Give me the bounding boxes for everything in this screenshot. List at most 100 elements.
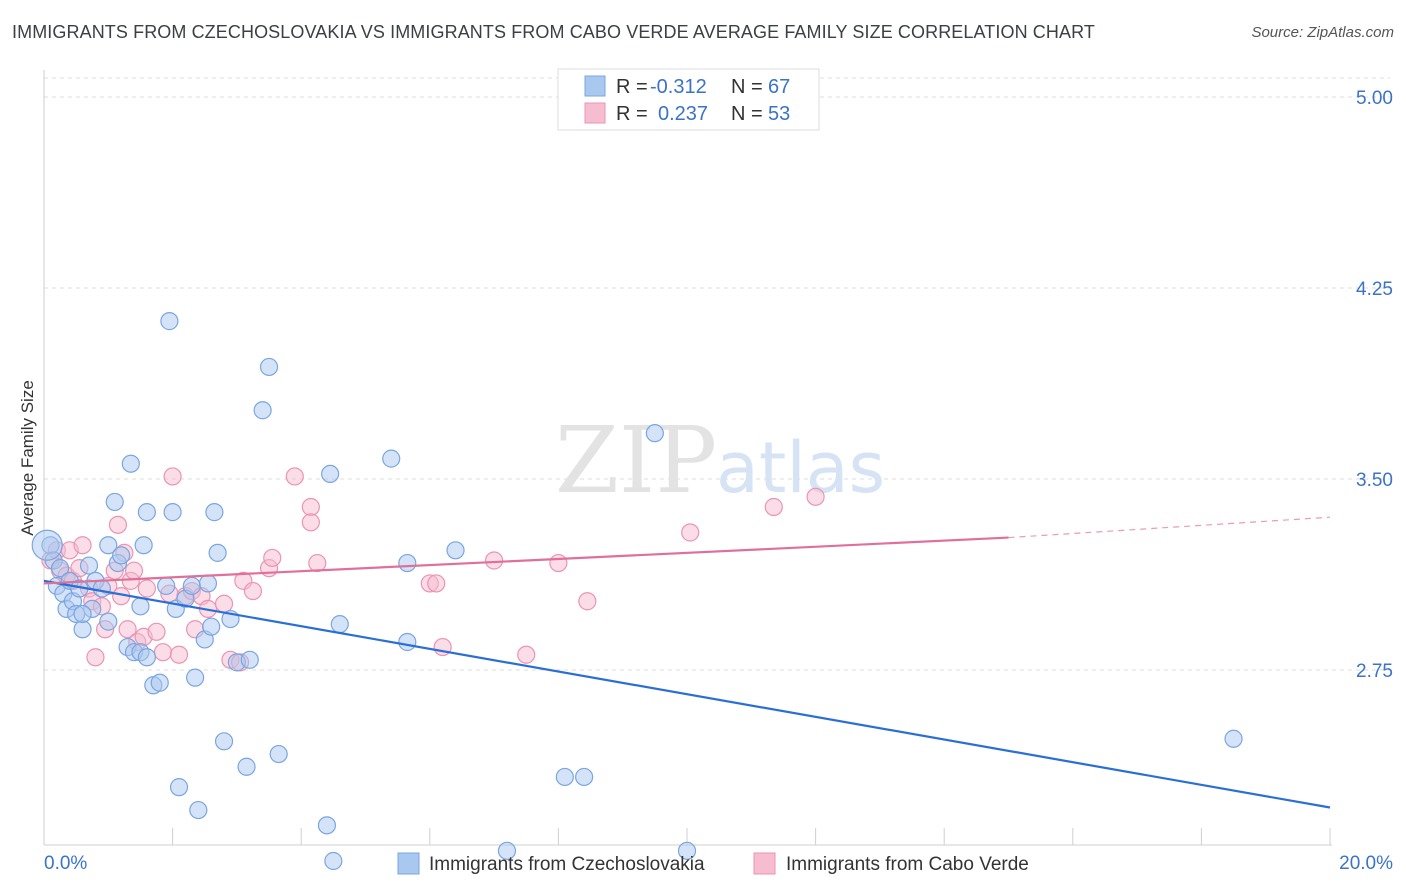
data-point-cabo-verde [263, 548, 282, 568]
trend-line-cabo-verde-extension [1008, 516, 1331, 539]
data-point-czechoslovakia [398, 632, 417, 652]
data-point-czechoslovakia [157, 576, 176, 596]
data-point-cabo-verde [549, 553, 568, 573]
y-tick-labels: 2.75 3.50 4.25 5.00 [1356, 88, 1393, 682]
series-legend-label-pink: Immigrants from Cabo Verde [786, 854, 1029, 875]
data-point-czechoslovakia [208, 543, 227, 562]
trend-line-czechoslovakia [43, 579, 1331, 809]
data-point-cabo-verde [118, 620, 137, 639]
data-point-cabo-verde [147, 622, 166, 641]
data-point-czechoslovakia [105, 492, 124, 512]
data-point-czechoslovakia [677, 841, 697, 860]
data-point-czechoslovakia [382, 449, 401, 468]
data-point-czechoslovakia [99, 536, 118, 555]
czechoslovakia-points [31, 312, 1243, 871]
data-point-czechoslovakia-large [31, 529, 63, 561]
y-tick-label: 3.50 [1356, 470, 1393, 491]
legend-n-value-1: 67 [768, 76, 790, 98]
data-point-cabo-verde [308, 553, 327, 573]
data-point-czechoslovakia [321, 464, 340, 484]
data-point-czechoslovakia [237, 757, 256, 776]
data-point-cabo-verde [169, 645, 189, 664]
data-point-czechoslovakia [189, 800, 208, 820]
data-point-czechoslovakia [137, 648, 156, 667]
data-point-cabo-verde [153, 643, 173, 662]
watermark-atlas: atlas [716, 427, 885, 509]
data-point-cabo-verde [285, 467, 304, 486]
y-tick-label: 5.00 [1356, 88, 1393, 109]
x-tick-label-min: 0.0% [44, 853, 87, 874]
legend-swatch-pink [584, 102, 606, 124]
data-point-czechoslovakia [112, 546, 131, 565]
data-point-cabo-verde [86, 648, 105, 667]
data-point-czechoslovakia [134, 536, 153, 555]
data-point-cabo-verde [806, 487, 825, 506]
data-point-cabo-verde [163, 467, 182, 486]
data-point-czechoslovakia [497, 841, 517, 860]
data-point-czechoslovakia [645, 424, 664, 443]
data-point-cabo-verde [764, 497, 783, 517]
data-point-czechoslovakia [73, 604, 92, 624]
data-point-cabo-verde [681, 523, 700, 542]
data-point-czechoslovakia [446, 541, 465, 560]
data-point-czechoslovakia [169, 778, 189, 797]
x-tick-label-max: 20.0% [1339, 853, 1393, 874]
data-point-cabo-verde [578, 592, 597, 611]
data-point-cabo-verde [427, 574, 446, 593]
x-ticks [43, 828, 1331, 845]
data-point-cabo-verde [485, 551, 504, 570]
data-point-cabo-verde [214, 594, 234, 613]
series-legend: Immigrants from Czechoslovakia Immigrant… [397, 852, 1029, 875]
data-point-czechoslovakia [253, 401, 272, 420]
data-point-cabo-verde [517, 645, 536, 664]
data-point-czechoslovakia [92, 579, 111, 598]
data-point-czechoslovakia [269, 744, 288, 764]
data-point-cabo-verde [137, 579, 156, 598]
data-point-cabo-verde [108, 515, 128, 534]
data-point-cabo-verde [301, 497, 320, 517]
source-label: Source: ZipAtlas.com [1251, 24, 1394, 41]
correlation-legend: R = -0.312 N = 67 R = 0.237 N = 53 [557, 68, 820, 131]
data-point-czechoslovakia [79, 556, 99, 575]
data-point-czechoslovakia [99, 612, 118, 631]
data-point-cabo-verde [301, 513, 320, 532]
data-point-czechoslovakia [198, 574, 218, 593]
data-point-czechoslovakia [73, 620, 92, 639]
legend-n-label-2: N = [731, 103, 763, 125]
data-point-czechoslovakia [186, 668, 205, 687]
legend-r-label-2: R = [616, 103, 648, 125]
data-point-cabo-verde [124, 561, 144, 580]
data-point-czechoslovakia [1224, 729, 1243, 748]
legend-swatch-blue [584, 75, 606, 97]
trend-line-cabo-verde [43, 536, 1009, 585]
y-tick-label: 4.25 [1356, 279, 1393, 300]
data-point-czechoslovakia [259, 357, 279, 377]
series-legend-label-blue: Immigrants from Czechoslovakia [429, 854, 705, 875]
chart-title: IMMIGRANTS FROM CZECHOSLOVAKIA VS IMMIGR… [12, 22, 1095, 42]
data-point-czechoslovakia [137, 503, 156, 522]
data-point-czechoslovakia [202, 617, 221, 636]
data-point-czechoslovakia [555, 767, 574, 787]
data-point-czechoslovakia [182, 576, 201, 596]
watermark: ZIP atlas [555, 407, 885, 514]
data-point-czechoslovakia [163, 503, 182, 522]
legend-r-value-1: -0.312 [650, 76, 707, 98]
series-legend-swatch-blue [397, 852, 420, 875]
data-point-czechoslovakia [317, 816, 337, 835]
y-axis-title: Average Family Size [18, 380, 37, 536]
data-point-czechoslovakia [50, 559, 70, 578]
data-point-czechoslovakia [398, 553, 417, 573]
series-legend-swatch-pink [753, 852, 776, 875]
data-point-cabo-verde [243, 581, 263, 601]
legend-n-value-2: 53 [768, 103, 790, 125]
data-point-czechoslovakia [324, 851, 343, 871]
data-point-czechoslovakia [150, 673, 169, 692]
legend-n-label-1: N = [731, 76, 763, 98]
trend-lines [43, 516, 1331, 809]
data-point-cabo-verde [73, 536, 92, 555]
data-point-czechoslovakia [214, 732, 234, 751]
legend-r-label-1: R = [616, 76, 648, 98]
data-point-czechoslovakia [121, 454, 140, 473]
watermark-zip: ZIP [555, 407, 717, 514]
